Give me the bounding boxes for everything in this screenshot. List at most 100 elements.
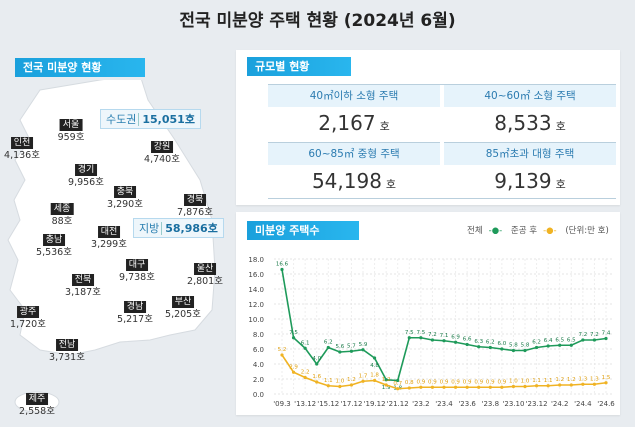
data-label: 1.1: [324, 378, 333, 384]
y-tick-label: 2.0: [253, 376, 264, 384]
data-point: [338, 384, 342, 389]
data-point: [430, 338, 435, 342]
region-label: 세종 88호: [50, 203, 74, 227]
region-label: 제주 2,558호: [19, 393, 55, 417]
data-point: [303, 346, 307, 350]
local-summary: 지방 58,986호: [133, 218, 224, 238]
data-point: [500, 385, 504, 389]
data-point: [488, 385, 492, 389]
x-tick-label: '13.12: [294, 400, 316, 408]
data-label: 6.3: [474, 339, 483, 345]
region-label: 대전 3,299호: [91, 226, 127, 250]
chart-panel: [236, 212, 620, 415]
data-point: [569, 343, 573, 347]
x-tick-label: '23.12: [526, 400, 548, 408]
data-label: 1.9: [382, 385, 391, 391]
data-label: 0.8: [405, 380, 414, 386]
data-point: [453, 385, 458, 389]
y-tick-label: 18.0: [248, 256, 264, 264]
data-point: [419, 385, 423, 389]
data-point: [442, 339, 446, 343]
x-tick-label: '24.6: [597, 400, 615, 408]
capital-summary: 수도권 15,051호: [100, 109, 201, 129]
data-label: 7.4: [602, 331, 611, 337]
size-cell: 40㎡이하 소형 주택 2,167 호: [268, 85, 440, 140]
data-point: [430, 385, 435, 389]
data-label: 1.8: [370, 373, 379, 379]
data-label: 4.0: [312, 356, 321, 362]
data-label: 6.2: [532, 340, 541, 346]
x-tick-label: '21.12: [387, 400, 409, 408]
data-point: [500, 347, 504, 351]
data-label: 5.9: [359, 342, 368, 348]
data-point: [407, 386, 411, 390]
region-label: 경북 7,876호: [177, 194, 213, 218]
data-point: [465, 342, 469, 347]
x-tick-label: '19.12: [364, 400, 386, 408]
data-point: [361, 379, 365, 383]
chart-header: 미분양 주택수: [247, 221, 359, 240]
y-tick-label: 0.0: [253, 391, 264, 399]
data-point: [477, 345, 481, 349]
data-point: [558, 343, 562, 347]
data-label: 1.2: [567, 377, 576, 383]
data-point: [534, 345, 539, 350]
y-tick-label: 6.0: [253, 346, 264, 354]
map-header: 전국 미분양 현황: [15, 58, 145, 77]
data-label: 0.9: [474, 379, 483, 385]
data-point: [511, 348, 516, 353]
data-point: [592, 382, 597, 386]
data-label: 0.9: [428, 379, 437, 385]
data-label: 1.2: [382, 377, 391, 383]
data-point: [280, 353, 284, 357]
data-point: [396, 387, 400, 391]
data-point: [534, 384, 539, 388]
x-tick-label: '23.10: [502, 400, 524, 408]
data-point: [291, 370, 296, 374]
page-title: 전국 미분양 주택 현황 (2024년 6월): [179, 11, 456, 31]
region-label: 강원 4,740호: [144, 141, 180, 165]
data-point: [604, 381, 608, 385]
chart-legend: 전체 -●- 준공 후 -●- (단위:만 호): [467, 226, 609, 236]
data-label: 7.2: [578, 332, 587, 338]
data-label: 1.5: [602, 375, 611, 381]
data-point: [280, 267, 284, 272]
data-label: 6.4: [544, 338, 553, 344]
region-label: 울산 2,801호: [187, 263, 223, 287]
data-point: [581, 338, 585, 342]
size-grid: 40㎡이하 소형 주택 2,167 호 40~60㎡ 소형 주택 8,533 호 60~…: [268, 84, 616, 199]
data-label: 6.5: [567, 337, 576, 343]
data-point: [407, 336, 411, 340]
data-point: [372, 356, 377, 360]
y-tick-label: 10.0: [248, 316, 264, 324]
data-label: 0.9: [440, 379, 449, 385]
data-label: 1.1: [544, 378, 553, 384]
data-point: [303, 375, 307, 380]
data-point: [338, 350, 342, 354]
data-label: 7.2: [428, 332, 437, 338]
size-cell: 60~85㎡ 중형 주택 54,198 호: [268, 142, 440, 198]
region-label: 인천 4,136호: [4, 137, 40, 161]
x-tick-label: '23.2: [412, 400, 430, 408]
region-label: 충북 3,290호: [107, 186, 143, 210]
data-label: 7.5: [416, 330, 425, 336]
region-label: 서울 959호: [57, 119, 85, 143]
size-header: 규모별 현황: [247, 57, 351, 76]
region-label: 충남 5,536호: [36, 234, 72, 258]
x-tick-label: '15.12: [317, 400, 339, 408]
data-point: [349, 349, 354, 353]
data-point: [326, 384, 330, 388]
data-label: 5.8: [509, 343, 518, 349]
size-cell: 85㎡초과 대형 주택 9,139 호: [444, 142, 616, 198]
size-cell: 40~60㎡ 소형 주택 8,533 호: [444, 85, 616, 140]
data-point: [315, 362, 319, 366]
data-point: [523, 384, 527, 389]
data-label: 0.9: [463, 379, 472, 385]
region-label: 부산 5,205호: [165, 296, 201, 320]
data-point: [546, 344, 550, 348]
data-point: [361, 348, 365, 352]
x-tick-label: '24.4: [574, 400, 592, 408]
data-point: [349, 383, 354, 387]
data-point: [315, 380, 319, 384]
x-tick-label: '09.3: [273, 400, 291, 408]
